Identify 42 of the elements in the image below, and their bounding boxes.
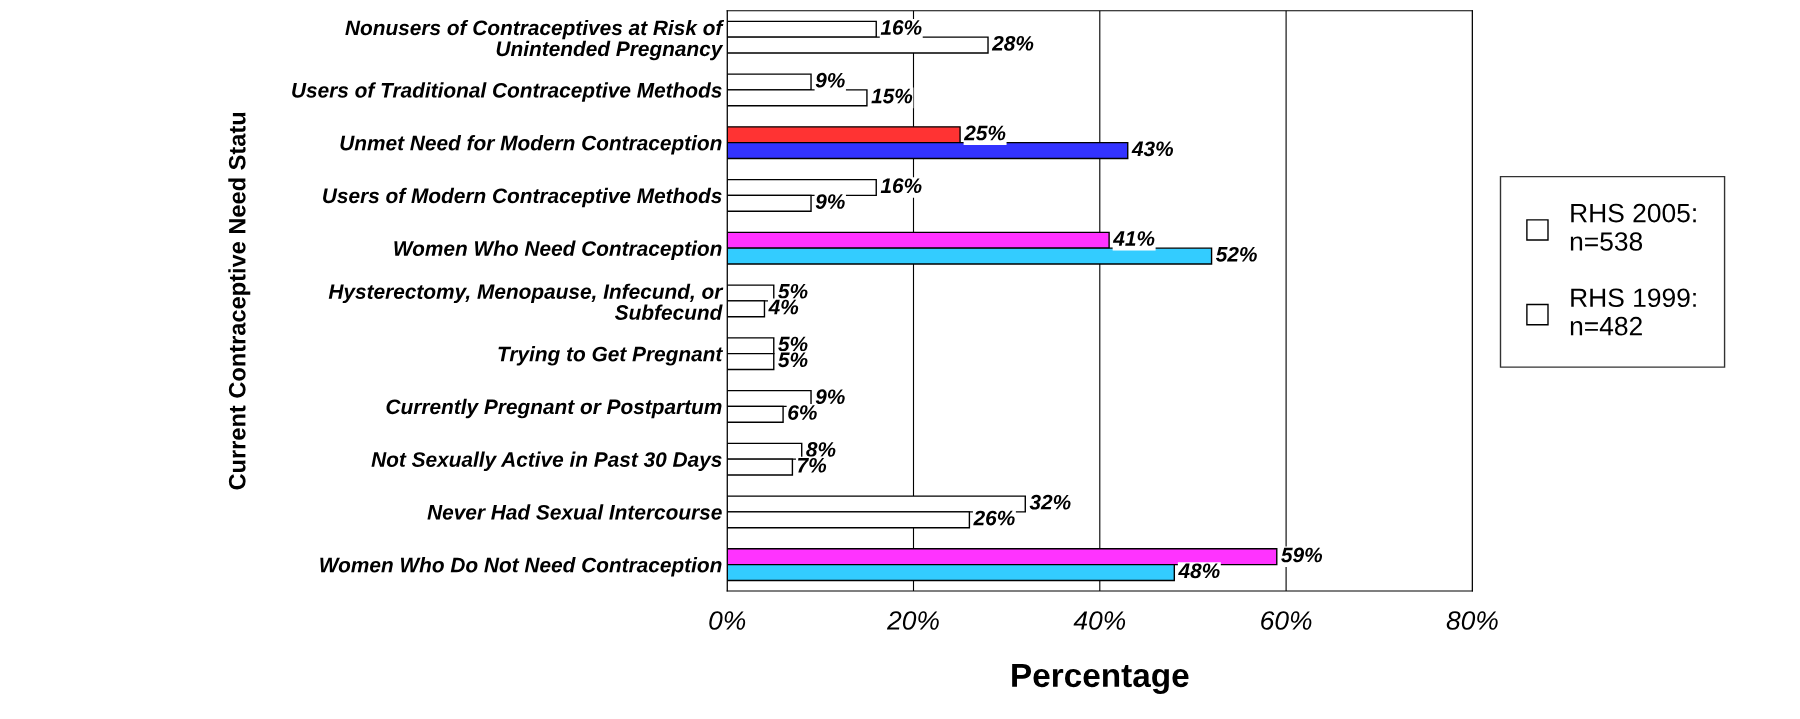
x-tick-label: 40% xyxy=(1073,611,1126,630)
data-label: 43% xyxy=(1131,141,1174,157)
y-tick-label: Unmet Need for Modern Contraception xyxy=(340,135,722,155)
data-label: 9% xyxy=(815,72,845,88)
y-axis-title: Current Contraceptive Need Statu xyxy=(228,112,251,490)
legend-label: RHS 2005: n=538 xyxy=(1570,203,1696,251)
y-tick-label: Hysterectomy, Menopause, Infecund, or Subfecund xyxy=(328,283,724,320)
data-label: 28% xyxy=(991,35,1034,51)
data-label: 41% xyxy=(1112,231,1155,246)
data-label: 59% xyxy=(1281,547,1323,563)
data-label: 5% xyxy=(778,283,808,299)
data-label: 15% xyxy=(871,88,913,104)
y-tick-label: Women Who Do Not Need Contraception xyxy=(320,557,722,577)
y-tick-label: Trying to Get Pregnant xyxy=(498,346,724,366)
y-tick-label: Women Who Need Contraception xyxy=(394,240,722,261)
data-label: 6% xyxy=(788,405,817,420)
x-tick-label: 20% xyxy=(886,611,939,630)
x-tick-label: 80% xyxy=(1446,611,1498,630)
y-tick-label: Nonusers of Contraceptives at Risk of Unintended Pregnancy xyxy=(345,19,725,61)
legend-label: RHS 1999: n=482 xyxy=(1570,288,1696,336)
x-tick-label: 60% xyxy=(1261,611,1312,630)
y-tick-label: Never Had Sexual Intercourse xyxy=(427,504,722,520)
data-label: 25% xyxy=(963,125,1006,141)
x-tick-label: 0% xyxy=(709,611,746,630)
data-label: 8% xyxy=(806,442,836,457)
y-tick-label: Users of Traditional Contraceptive Methods xyxy=(292,82,722,102)
data-label: 32% xyxy=(1029,494,1071,510)
data-label: 5% xyxy=(778,336,808,352)
y-tick-label: Users of Modern Contraceptive Methods xyxy=(323,187,722,208)
data-label: 48% xyxy=(1178,563,1220,579)
data-label: 16% xyxy=(880,178,922,194)
data-label: 4% xyxy=(768,299,799,315)
data-label: 9% xyxy=(815,194,845,209)
data-label: 5% xyxy=(778,352,808,368)
data-label: 9% xyxy=(815,389,845,405)
data-label: 26% xyxy=(973,510,1015,526)
data-label: 52% xyxy=(1215,246,1257,262)
y-tick-label: Not Sexually Active in Past 30 Days xyxy=(371,451,722,472)
data-label: 7% xyxy=(798,457,827,473)
y-tick-label: Currently Pregnant or Postpartum xyxy=(386,398,722,419)
data-label: 16% xyxy=(880,20,922,35)
x-axis-title: Percentage xyxy=(1012,663,1189,694)
